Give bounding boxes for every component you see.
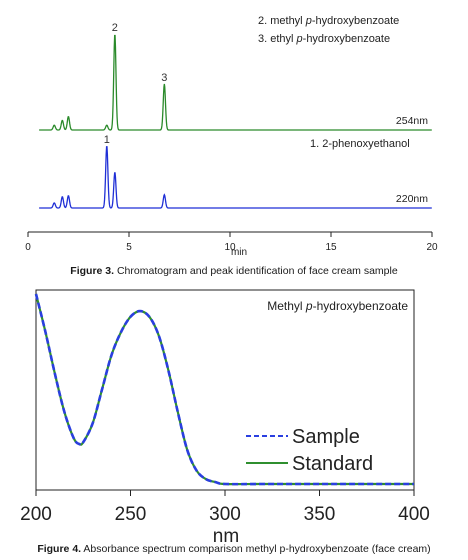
x-tick-label: 250 (115, 504, 147, 525)
legend-label-sample: Sample (292, 426, 360, 448)
legend-entry: 1. 2-phenoxyethanol (310, 138, 410, 150)
figure-3-caption: Figure 3. Chromatogram and peak identifi… (0, 265, 468, 277)
x-tick-label: 300 (209, 504, 241, 525)
trace-254nm (39, 34, 432, 131)
absorbance-spectrum-chart: Methyl p-hydroxybenzoate 200 250 300 350 400… (20, 289, 430, 542)
peak-label-2: 2 (112, 22, 118, 34)
x-axis-label: min (231, 247, 247, 258)
figure-4-caption: Figure 4. Absorbance spectrum comparison… (0, 543, 468, 555)
caption-text: Chromatogram and peak identification of … (116, 265, 398, 277)
x-tick-label: 10 (224, 242, 236, 253)
series-sample (34, 293, 414, 486)
caption-label: Figure 3. (70, 265, 115, 277)
x-tick-label: 350 (304, 504, 336, 525)
legend-entry: 2. methyl p-hydroxybenzoate (258, 15, 399, 27)
legend-entry: 3. ethyl p-hydroxybenzoate (258, 33, 390, 45)
trace-220nm (39, 146, 432, 209)
plot-frame (35, 289, 415, 491)
x-tick-label: 5 (126, 242, 132, 253)
peak-label-1: 1 (104, 134, 110, 146)
chart-title: Methyl p-hydroxybenzoate (267, 299, 408, 313)
x-tick-label: 15 (325, 242, 337, 253)
caption-text: Absorbance spectrum comparison methyl p-… (83, 543, 431, 555)
legend-label-standard: Standard (292, 453, 373, 475)
x-tick-label: 0 (25, 242, 31, 253)
trace-wavelength-label: 220nm (396, 193, 428, 205)
x-tick-label: 200 (20, 504, 52, 525)
trace-wavelength-label: 254nm (396, 115, 428, 127)
chromatogram-chart: 254nm 2 3 220nm 1 0 5 10 15 20 min 2. methyl p-h… (25, 15, 438, 258)
x-tick-label: 20 (426, 242, 438, 253)
caption-label: Figure 4. (37, 543, 82, 555)
x-tick-label: 400 (398, 504, 430, 525)
x-axis-label: nm (213, 526, 239, 542)
peak-label-3: 3 (161, 72, 167, 84)
